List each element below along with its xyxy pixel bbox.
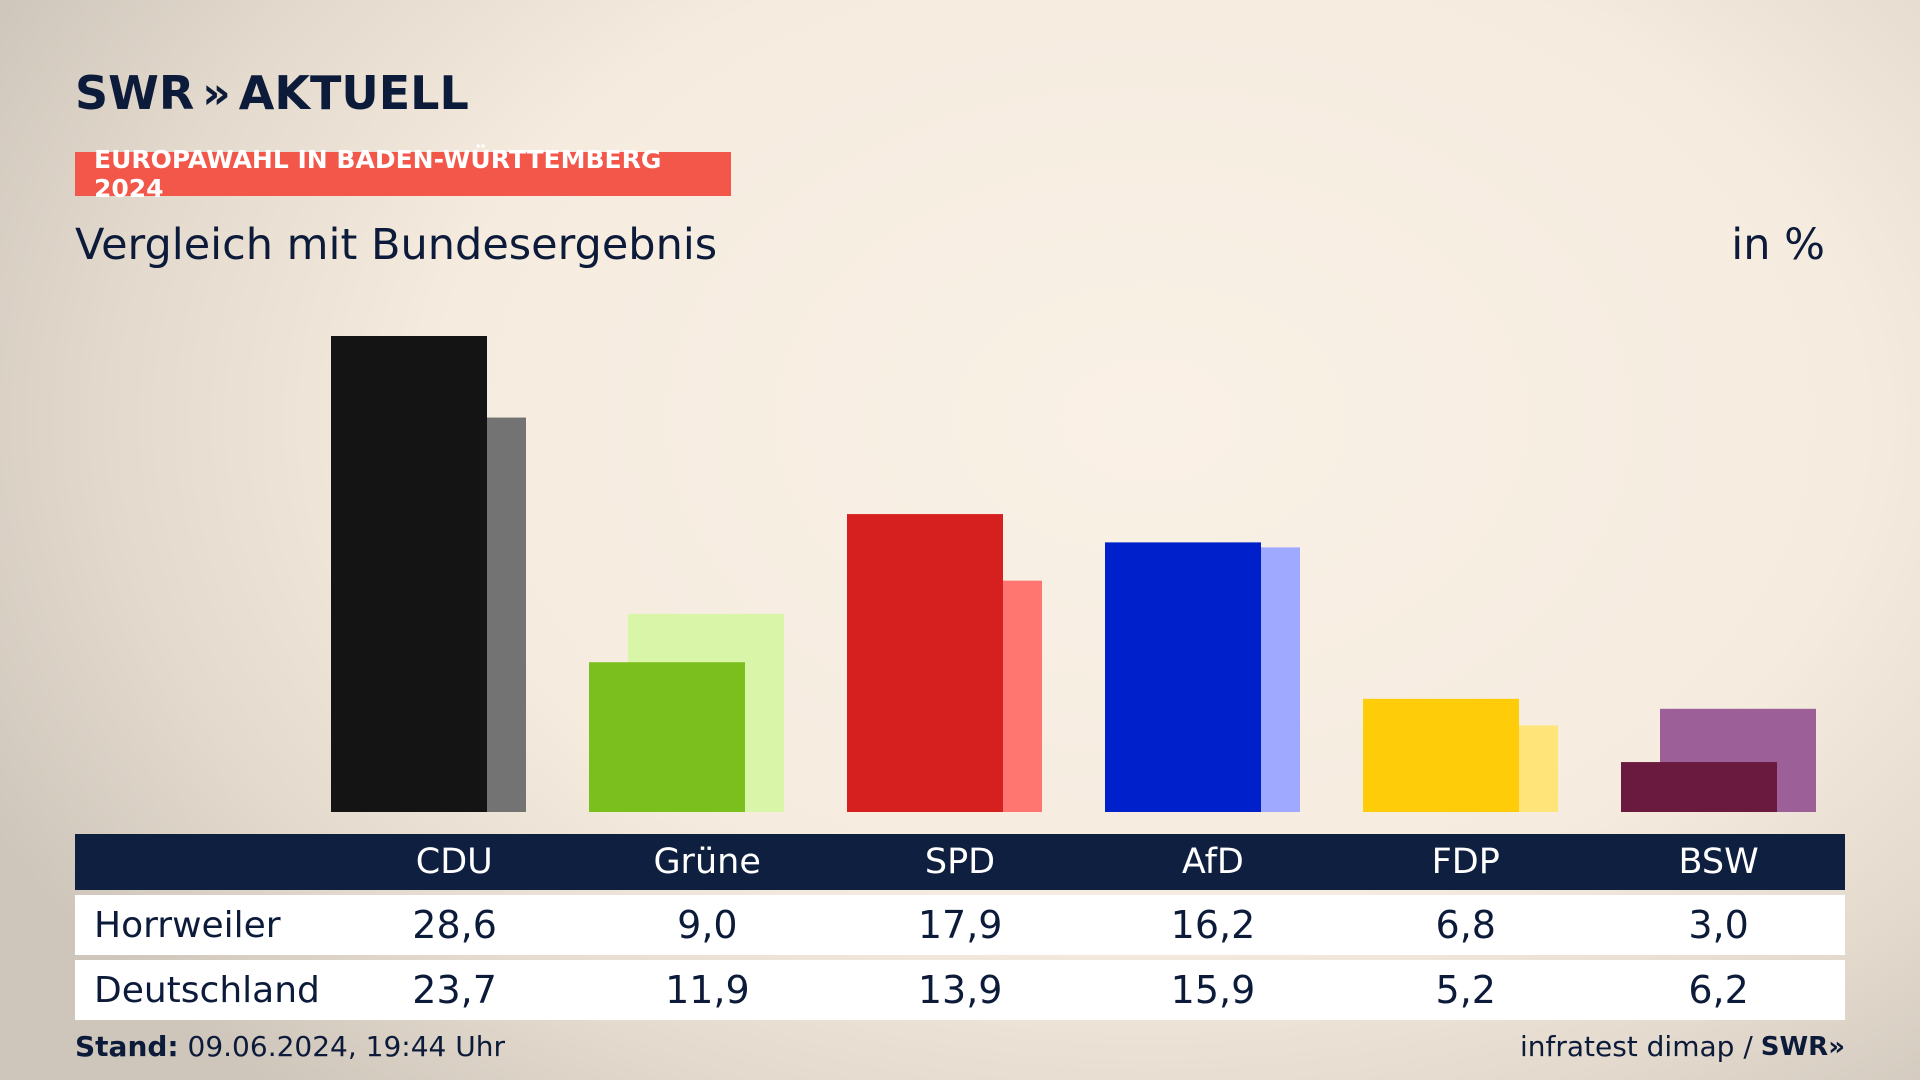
cell-cdu: 28,6: [412, 903, 497, 947]
cell-fdp: 5,2: [1435, 968, 1496, 1012]
row-label: Horrweiler: [94, 904, 281, 946]
table-header: CDU Grüne SPD AfD FDP BSW: [75, 834, 1845, 890]
cell-afd: 15,9: [1170, 968, 1256, 1012]
logo-product: AKTUELL: [238, 66, 469, 120]
timestamp: Stand: 09.06.2024, 19:44 Uhr: [75, 1030, 505, 1063]
results-table: CDU Grüne SPD AfD FDP BSW Horrweiler 28,6 9,0 1…: [75, 834, 1845, 1020]
bar-grüne-horrweiler: [589, 662, 745, 812]
cell-fdp: 6,8: [1435, 903, 1496, 947]
cell-spd: 13,9: [917, 968, 1003, 1012]
source-credit: infratest dimap / SWR»: [1520, 1030, 1845, 1063]
stand-label: Stand:: [75, 1030, 179, 1063]
header-afd: AfD: [1181, 842, 1244, 882]
row-label: Deutschland: [94, 969, 320, 1011]
header-spd: SPD: [924, 842, 996, 882]
chart-title: Vergleich mit Bundesergebnis: [75, 220, 718, 270]
table-row-deutschland: Deutschland 23,7 11,9 13,9 15,9 5,2 6,2: [75, 960, 1845, 1020]
bar-chart: [331, 336, 1816, 812]
header-bsw: BSW: [1678, 842, 1759, 882]
swr-aktuell-logo: SWR » AKTUELL: [75, 66, 469, 120]
cell-grüne: 9,0: [677, 903, 738, 947]
bar-cdu-horrweiler: [331, 336, 487, 812]
cell-cdu: 23,7: [412, 968, 497, 1012]
bar-fdp-horrweiler: [1363, 698, 1519, 812]
source-brand: SWR»: [1760, 1031, 1845, 1062]
header-cdu: CDU: [415, 842, 493, 882]
logo-brand: SWR: [75, 66, 195, 120]
header-fdp: FDP: [1431, 842, 1500, 882]
stand-value: 09.06.2024, 19:44 Uhr: [187, 1030, 505, 1063]
cell-bsw: 3,0: [1688, 903, 1749, 947]
cell-spd: 17,9: [917, 903, 1003, 947]
cell-bsw: 6,2: [1688, 968, 1749, 1012]
cell-grüne: 11,9: [665, 968, 750, 1012]
unit-label: in %: [1731, 220, 1825, 270]
cell-afd: 16,2: [1170, 903, 1256, 947]
bar-spd-horrweiler: [847, 514, 1003, 812]
table-row-horrweiler: Horrweiler 28,6 9,0 17,9 16,2 6,8 3,0: [75, 895, 1845, 955]
header-grüne: Grüne: [653, 842, 761, 882]
bar-afd-horrweiler: [1105, 542, 1261, 812]
bar-bsw-horrweiler: [1621, 762, 1777, 812]
source-text: infratest dimap /: [1519, 1030, 1753, 1063]
